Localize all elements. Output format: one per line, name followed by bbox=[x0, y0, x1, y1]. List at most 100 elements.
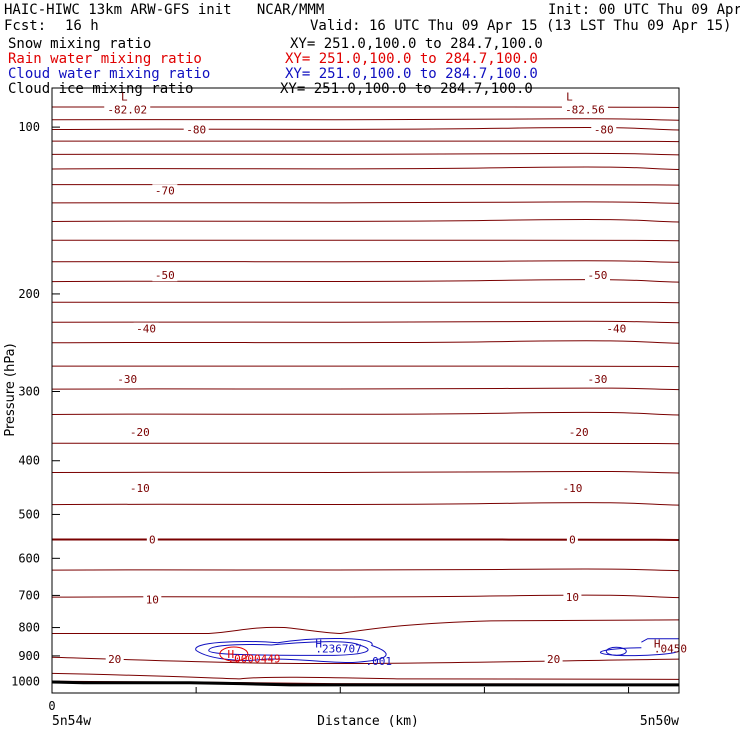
extrema-label: H bbox=[654, 638, 661, 651]
y-axis: 100 200 300 400 500 600 700 800 900 1000 bbox=[11, 120, 60, 688]
temperature-contour bbox=[51, 126, 680, 131]
special-contours bbox=[51, 619, 680, 687]
contour-label: -50 bbox=[155, 269, 175, 282]
y-tick-label: 400 bbox=[18, 454, 40, 468]
contour-label-bg bbox=[104, 103, 151, 116]
temperature-contours bbox=[51, 106, 680, 599]
y-axis-title: Pressure (hPa) bbox=[3, 343, 18, 436]
y-tick-label: 600 bbox=[18, 551, 40, 565]
left-location-label: 5n54w bbox=[52, 714, 91, 729]
extrema-label: .0000449 bbox=[228, 653, 281, 666]
contour-label: -82.56 bbox=[565, 104, 605, 117]
contour-label: -30 bbox=[588, 373, 608, 386]
extrema-label: .236707 bbox=[315, 643, 361, 656]
temperature-contour bbox=[51, 201, 680, 204]
contour-lower-1 bbox=[51, 672, 680, 680]
field-name-rain: Rain water mixing ratio bbox=[8, 51, 202, 67]
contour-label-bg bbox=[133, 322, 159, 335]
contour-label-bg bbox=[105, 653, 124, 666]
contour-label-bg bbox=[114, 373, 140, 386]
init-time: Init: 00 UTC Thu 09 Apr 15 bbox=[548, 2, 740, 18]
contour-label: -70 bbox=[155, 184, 175, 197]
contour-label: 0 bbox=[149, 534, 156, 547]
contour-label: 20 bbox=[108, 653, 121, 666]
contour-label: -80 bbox=[186, 124, 206, 137]
contour-label: 10 bbox=[566, 591, 579, 604]
x-axis-title: Distance (km) bbox=[317, 714, 419, 729]
cloud-water-right-core bbox=[605, 646, 627, 656]
temperature-contour bbox=[51, 340, 680, 344]
temperature-contour bbox=[52, 184, 680, 186]
contour-label-bg bbox=[591, 123, 617, 136]
field-xy-snow: XY= 251.0,100.0 to 284.7,100.0 bbox=[290, 36, 543, 52]
contour-label-bg bbox=[152, 269, 178, 282]
contour-label: -10 bbox=[130, 482, 150, 495]
contour-label-bg bbox=[584, 373, 610, 386]
field-xy-cloud-ice: XY= 251.0,100.0 to 284.7,100.0 bbox=[280, 81, 533, 97]
y-tick-label: 200 bbox=[18, 287, 40, 301]
x-tick-label-0: 0 bbox=[48, 699, 55, 713]
forecast-hour: 16 h bbox=[65, 18, 99, 34]
contour-label-bg bbox=[146, 533, 158, 546]
cloud-water-outer bbox=[195, 638, 387, 664]
contour-label-bg bbox=[566, 426, 592, 439]
extrema-label: H bbox=[228, 648, 235, 661]
terrain-line bbox=[51, 680, 679, 687]
extrema-label: .0450 bbox=[654, 642, 687, 655]
valid-time: Valid: 16 UTC Thu 09 Apr 15 (13 LST Thu … bbox=[310, 18, 732, 34]
forecast-label: Fcst: bbox=[4, 18, 47, 34]
y-tick-label: 100 bbox=[18, 120, 40, 134]
extrema-label: L bbox=[566, 90, 573, 103]
contour-label-bg bbox=[143, 593, 162, 606]
x-axis: 0 5n54w 5n50w Distance (km) bbox=[48, 687, 679, 729]
right-location-label: 5n50w bbox=[640, 714, 679, 729]
contour-label: 0 bbox=[569, 534, 576, 547]
contour-label-bg bbox=[603, 322, 629, 335]
contour-label-bg bbox=[544, 653, 563, 666]
contour-label: -40 bbox=[606, 323, 626, 336]
temperature-contour bbox=[51, 411, 680, 416]
field-name-cloud-ice: Cloud ice mixing ratio bbox=[8, 81, 194, 97]
y-tick-label: 300 bbox=[18, 385, 40, 399]
contour-label: -20 bbox=[130, 426, 150, 439]
cloud-water-inner bbox=[208, 641, 369, 656]
contour-label: -50 bbox=[588, 269, 608, 282]
temperature-contour bbox=[51, 365, 680, 368]
temperature-contour bbox=[51, 502, 680, 506]
field-xy-cloud-water: XY= 251.0,100.0 to 284.7,100.0 bbox=[285, 66, 538, 82]
temperature-contour bbox=[51, 152, 680, 156]
contour-label-bg bbox=[561, 103, 608, 116]
contour-label: 20 bbox=[547, 653, 560, 666]
extrema-label: L bbox=[121, 90, 128, 103]
contour-label: -20 bbox=[569, 426, 589, 439]
temperature-contour bbox=[51, 140, 680, 143]
extrema-label: .001 bbox=[366, 655, 393, 668]
temperature-contour bbox=[52, 442, 680, 445]
temperature-contour bbox=[51, 470, 680, 474]
temperature-contour bbox=[51, 118, 680, 121]
contour-label-bg bbox=[584, 269, 610, 282]
contour-label: -40 bbox=[136, 323, 156, 336]
y-tick-label: 1000 bbox=[11, 674, 40, 688]
contour-label-bg bbox=[152, 184, 178, 197]
temperature-contour bbox=[51, 538, 680, 542]
contour-label-bg bbox=[183, 123, 209, 136]
contour-820 bbox=[52, 619, 680, 634]
temperature-contour bbox=[51, 568, 680, 572]
contour-label-bg bbox=[127, 426, 153, 439]
contour-label: -82.02 bbox=[107, 104, 147, 117]
contour-label-bg bbox=[559, 482, 585, 495]
field-xy-rain: XY= 251.0,100.0 to 284.7,100.0 bbox=[285, 51, 538, 67]
temperature-contour bbox=[52, 301, 680, 304]
temperature-contour bbox=[51, 594, 680, 599]
contour-label: 10 bbox=[146, 594, 159, 607]
plot-frame bbox=[51, 87, 680, 694]
cloud-water-right-top bbox=[641, 638, 679, 643]
temperature-contour bbox=[51, 320, 680, 324]
contour-label: -10 bbox=[562, 482, 582, 495]
chart-title: HAIC-HIWC 13km ARW-GFS init NCAR/MMM bbox=[4, 2, 325, 18]
extrema-label: H bbox=[315, 638, 322, 651]
temperature-contour bbox=[51, 239, 680, 242]
